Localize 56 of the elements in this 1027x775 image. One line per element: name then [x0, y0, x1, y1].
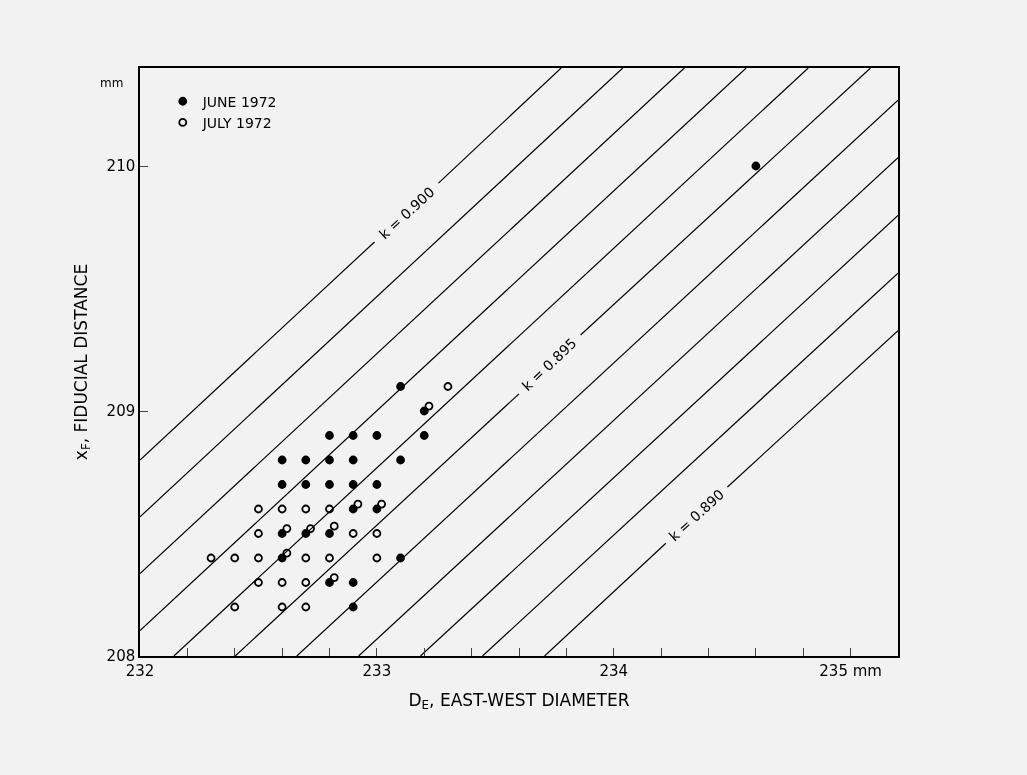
- point: [751, 161, 761, 171]
- point: [325, 455, 334, 465]
- point: [282, 524, 292, 533]
- point: [277, 480, 287, 489]
- point: [325, 480, 334, 489]
- point: [348, 480, 358, 489]
- legend-label: JUNE 1972: [201, 93, 277, 110]
- point: [325, 431, 334, 440]
- point: [396, 455, 405, 465]
- point: [301, 504, 311, 514]
- x-tick-label: 234: [599, 661, 629, 680]
- point: [353, 499, 363, 509]
- point: [306, 524, 315, 533]
- text: mm: [100, 76, 124, 90]
- x-tick-label: 232: [125, 661, 155, 680]
- point: [301, 480, 311, 489]
- point: [329, 573, 339, 582]
- point: [254, 504, 263, 514]
- point: [206, 553, 216, 563]
- point: [372, 431, 382, 440]
- point: [325, 504, 334, 514]
- point: [329, 521, 339, 531]
- point: [301, 602, 311, 612]
- point: [277, 455, 287, 465]
- y-tick-label: 209: [106, 402, 136, 421]
- point: [372, 529, 382, 538]
- point: [277, 602, 287, 612]
- point: [254, 578, 263, 587]
- point: [443, 382, 453, 391]
- point: [277, 504, 287, 514]
- point: [325, 553, 334, 563]
- point: [348, 455, 358, 465]
- x-tick-label: 235 mm: [819, 661, 882, 680]
- point: [230, 553, 240, 563]
- x-tick-label: 233: [362, 661, 392, 680]
- point: [348, 578, 358, 587]
- point: [301, 578, 311, 587]
- point: [254, 529, 263, 538]
- point: [230, 602, 240, 612]
- point: [277, 529, 287, 538]
- point: [254, 553, 263, 563]
- point: [301, 553, 311, 563]
- y-tick-label: 210: [106, 157, 136, 176]
- legend-label: JULY 1972: [201, 114, 272, 131]
- point: [372, 553, 382, 563]
- point: [424, 401, 434, 411]
- point: [325, 578, 334, 587]
- point: [419, 431, 429, 440]
- point: [325, 529, 334, 538]
- point: [372, 480, 382, 489]
- point: [377, 499, 387, 509]
- point: [282, 548, 292, 558]
- point: [277, 578, 287, 587]
- point: [348, 529, 358, 538]
- x-axis-title: D$_{E}$, EAST-WEST DIAMETER: [408, 689, 630, 713]
- point: [301, 455, 311, 465]
